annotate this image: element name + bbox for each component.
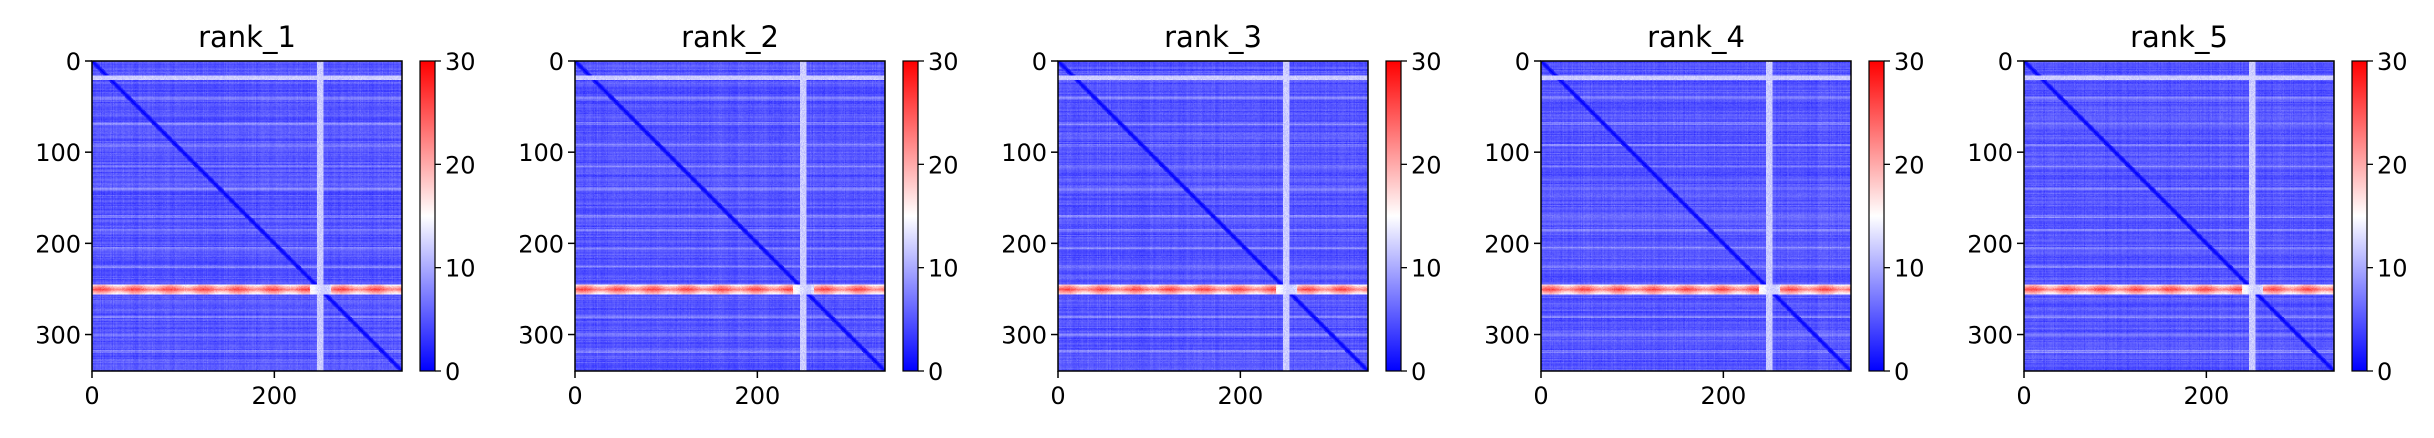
colorbar-gradient <box>1386 61 1401 371</box>
colorbar-tick-label: 30 <box>1411 48 1442 76</box>
panel-title: rank_3 <box>1164 20 1262 54</box>
heatmap-image <box>2024 61 2334 371</box>
x-tick-label: 0 <box>84 382 99 410</box>
x-tick-label: 0 <box>1533 382 1548 410</box>
y-tick-label: 0 <box>549 48 564 76</box>
x-tick-label: 200 <box>1700 382 1746 410</box>
colorbar-gradient <box>420 61 435 371</box>
colorbar-tick-label: 30 <box>445 48 476 76</box>
colorbar-tick-label: 20 <box>2377 151 2408 179</box>
heatmap-panel: rank_1 0 100 200 300 0 200 0 10 20 30 <box>35 20 475 410</box>
colorbar-tick-label: 20 <box>928 151 959 179</box>
colorbar-tick-label: 10 <box>928 255 959 283</box>
heatmap-image <box>92 61 402 371</box>
heatmap-panel: rank_3 0 100 200 300 0 200 0 10 20 30 <box>1001 20 1441 410</box>
x-tick-label: 200 <box>1217 382 1263 410</box>
colorbar-tick-label: 20 <box>445 151 476 179</box>
y-tick-label: 300 <box>35 322 81 350</box>
y-tick-label: 100 <box>518 139 564 167</box>
colorbar-tick-label: 10 <box>1894 255 1925 283</box>
colorbar-gradient <box>1869 61 1884 371</box>
colorbar-tick-label: 10 <box>445 255 476 283</box>
y-tick-label: 0 <box>1515 48 1530 76</box>
y-tick-label: 200 <box>518 230 564 258</box>
heatmap-image <box>575 61 885 371</box>
y-tick-label: 300 <box>1001 322 1047 350</box>
colorbar-tick-label: 10 <box>1411 255 1442 283</box>
x-tick-label: 200 <box>2183 382 2229 410</box>
colorbar-tick-label: 0 <box>1894 358 1909 386</box>
y-tick-label: 0 <box>1032 48 1047 76</box>
y-tick-label: 100 <box>1484 139 1530 167</box>
colorbar-tick-label: 20 <box>1894 151 1925 179</box>
x-tick-label: 0 <box>567 382 582 410</box>
heatmap-panel: rank_5 0 100 200 300 0 200 0 10 20 30 <box>1967 20 2407 410</box>
heatmap-panel: rank_4 0 100 200 300 0 200 0 10 20 30 <box>1484 20 1924 410</box>
colorbar-tick-label: 0 <box>1411 358 1426 386</box>
panel-title: rank_5 <box>2130 20 2228 54</box>
y-tick-label: 300 <box>518 322 564 350</box>
colorbar-tick-label: 0 <box>445 358 460 386</box>
colorbar-tick-label: 30 <box>2377 48 2408 76</box>
y-tick-label: 100 <box>35 139 81 167</box>
heatmap-panel: rank_2 0 100 200 300 0 200 0 10 20 30 <box>518 20 958 410</box>
colorbar-tick-label: 0 <box>928 358 943 386</box>
y-tick-label: 200 <box>35 230 81 258</box>
y-tick-label: 300 <box>1484 322 1530 350</box>
x-tick-label: 200 <box>734 382 780 410</box>
colorbar-tick-label: 30 <box>1894 48 1925 76</box>
x-tick-label: 200 <box>251 382 297 410</box>
y-tick-label: 100 <box>1967 139 2013 167</box>
panel-title: rank_1 <box>198 20 296 54</box>
colorbar-tick-label: 10 <box>2377 255 2408 283</box>
colorbar-tick-label: 0 <box>2377 358 2392 386</box>
y-tick-label: 200 <box>1001 230 1047 258</box>
panel-title: rank_4 <box>1647 20 1745 54</box>
y-tick-label: 200 <box>1967 230 2013 258</box>
y-tick-label: 100 <box>1001 139 1047 167</box>
colorbar-gradient <box>2352 61 2367 371</box>
y-tick-label: 300 <box>1967 322 2013 350</box>
colorbar-gradient <box>903 61 918 371</box>
panel-title: rank_2 <box>681 20 779 54</box>
colorbar-tick-label: 30 <box>928 48 959 76</box>
y-tick-label: 200 <box>1484 230 1530 258</box>
heatmap-image <box>1058 61 1368 371</box>
heatmap-image <box>1541 61 1851 371</box>
y-tick-label: 0 <box>1998 48 2013 76</box>
x-tick-label: 0 <box>2016 382 2031 410</box>
x-tick-label: 0 <box>1050 382 1065 410</box>
y-tick-label: 0 <box>66 48 81 76</box>
colorbar-tick-label: 20 <box>1411 151 1442 179</box>
